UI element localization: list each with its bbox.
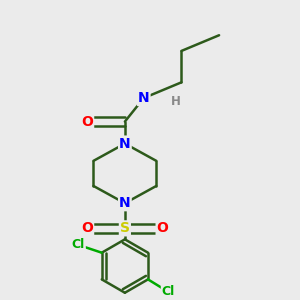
Text: H: H [170,95,180,108]
Text: O: O [81,221,93,236]
Text: S: S [120,221,130,236]
Text: N: N [119,196,131,210]
Text: N: N [119,136,131,151]
Text: N: N [138,91,149,105]
Text: O: O [81,115,93,129]
Text: Cl: Cl [72,238,85,251]
Text: Cl: Cl [162,286,175,298]
Text: O: O [157,221,169,236]
